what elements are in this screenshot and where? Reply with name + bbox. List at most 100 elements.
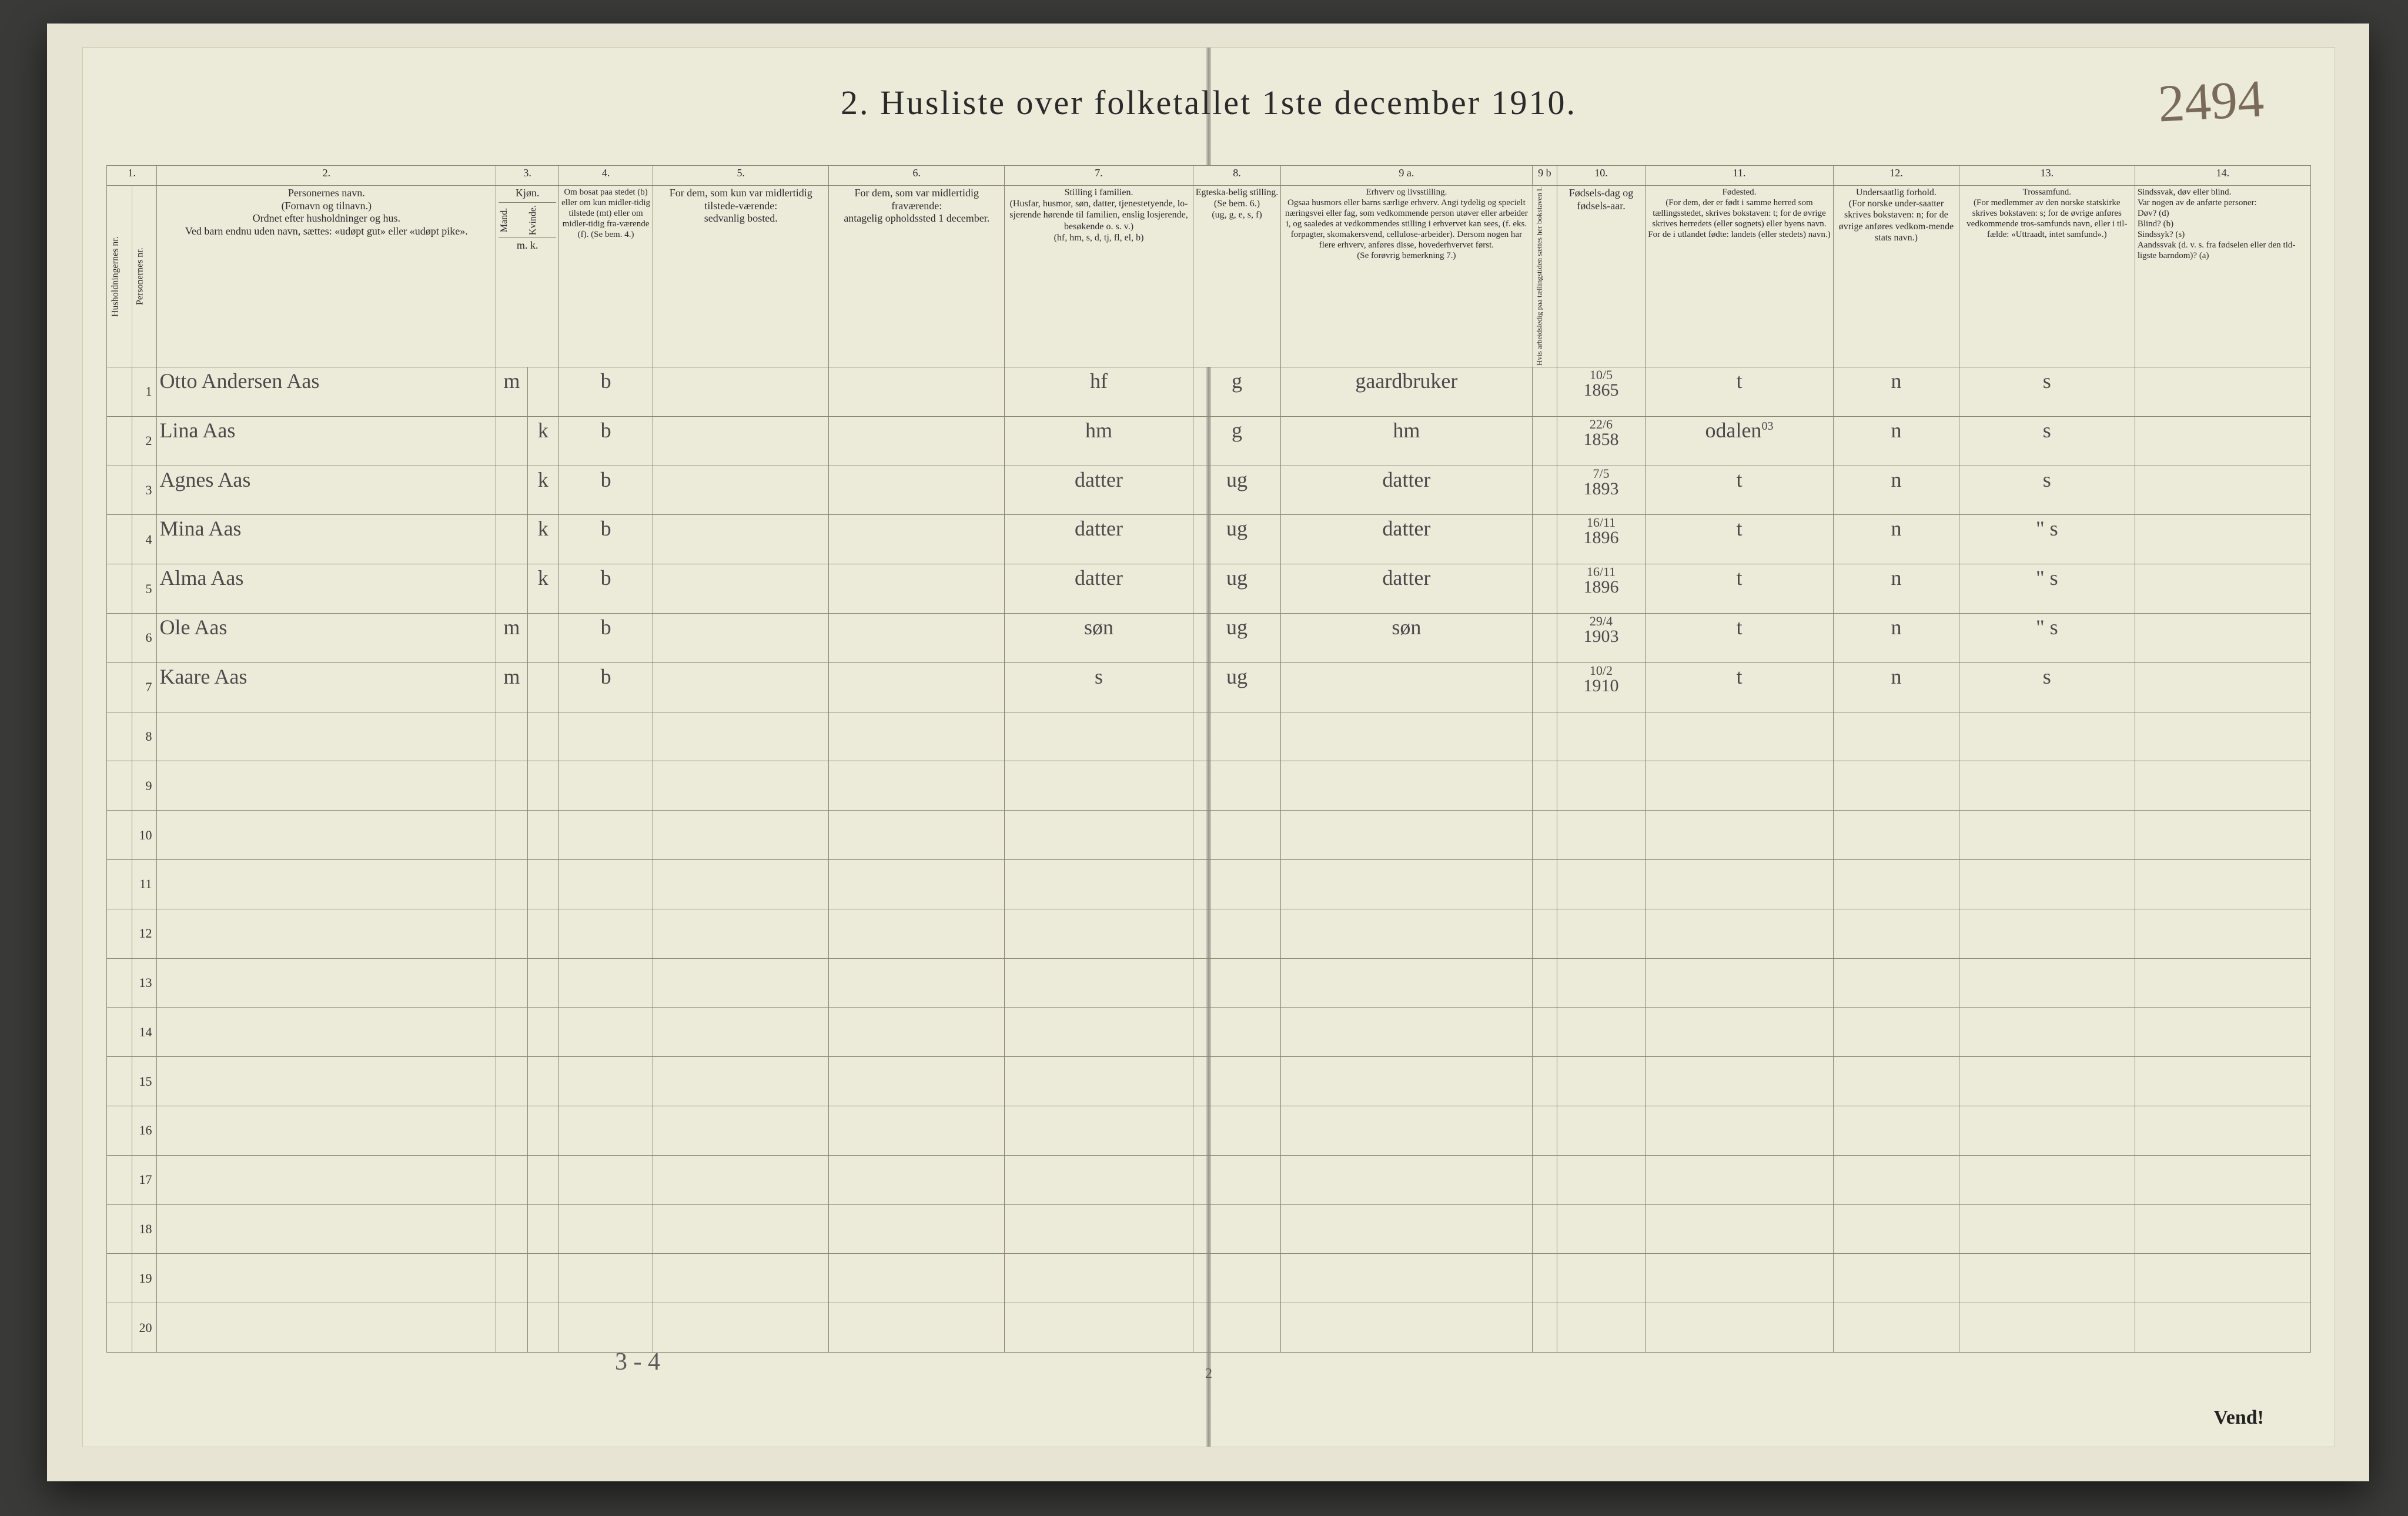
cell-empty — [1834, 1106, 1959, 1155]
cell-empty — [829, 761, 1005, 811]
census-table-wrap: 1. 2. 3. 4. 5. 6. 7. 8. 9 a. 9 b 10. 11.… — [106, 165, 2311, 1353]
cell-occupation: hm — [1281, 416, 1532, 466]
cell-empty — [558, 761, 653, 811]
cell-family-pos: s — [1005, 662, 1193, 712]
cell-temp-present — [653, 367, 829, 417]
cell-empty — [1834, 909, 1959, 958]
cell-disability — [2135, 515, 2310, 564]
table-row: 6Ole Aasmbsønugsøn29/41903tn" s — [107, 614, 2311, 663]
cell-empty — [1645, 909, 1833, 958]
cell-empty — [1959, 712, 2135, 761]
cell-empty — [1645, 1204, 1833, 1254]
cell-empty — [1281, 1303, 1532, 1353]
colnum-13: 13. — [1959, 166, 2135, 186]
cell-empty — [653, 1008, 829, 1057]
cell-occupation: søn — [1281, 614, 1532, 663]
cell-empty — [1005, 859, 1193, 909]
cell-empty — [1005, 958, 1193, 1008]
book-spread: 2. Husliste over folketallet 1ste decemb… — [47, 24, 2369, 1481]
table-row: 11 — [107, 859, 2311, 909]
cell-empty — [527, 1057, 558, 1106]
cell-family-pos: hf — [1005, 367, 1193, 417]
cell-person-no: 17 — [132, 1155, 157, 1204]
cell-empty — [558, 909, 653, 958]
cell-empty — [157, 1303, 496, 1353]
table-row: 16 — [107, 1106, 2311, 1155]
cell-birthdate: 16/111896 — [1557, 515, 1646, 564]
cell-name: Mina Aas — [157, 515, 496, 564]
cell-empty — [496, 811, 527, 860]
cell-empty — [829, 1057, 1005, 1106]
cell-empty — [829, 909, 1005, 958]
cell-name: Agnes Aas — [157, 466, 496, 515]
table-row: 13 — [107, 958, 2311, 1008]
cell-household-no — [107, 515, 132, 564]
cell-empty — [1193, 1155, 1281, 1204]
cell-empty — [2135, 1106, 2310, 1155]
cell-empty — [1193, 1008, 1281, 1057]
cell-empty — [829, 1204, 1005, 1254]
cell-empty — [1281, 712, 1532, 761]
cell-marital: g — [1193, 367, 1281, 417]
cell-empty — [496, 1106, 527, 1155]
cell-household-no — [107, 909, 132, 958]
cell-person-no: 10 — [132, 811, 157, 860]
cell-empty — [558, 1057, 653, 1106]
page-title: 2. Husliste over folketallet 1ste decemb… — [841, 83, 1577, 122]
cell-sex-m — [496, 564, 527, 614]
cell-empty — [527, 958, 558, 1008]
cell-empty — [496, 1254, 527, 1303]
cell-nationality: n — [1834, 466, 1959, 515]
cell-empty — [653, 1155, 829, 1204]
cell-family-pos: datter — [1005, 564, 1193, 614]
cell-empty — [1005, 1254, 1193, 1303]
cell-nationality: n — [1834, 614, 1959, 663]
cell-empty — [1193, 958, 1281, 1008]
hdr-marital: Egteska-belig stilling. (Se bem. 6.) (ug… — [1193, 186, 1281, 367]
cell-sex-m — [496, 416, 527, 466]
cell-empty — [1834, 1303, 1959, 1353]
cell-empty — [1005, 761, 1193, 811]
cell-temp-absent — [829, 662, 1005, 712]
cell-household-no — [107, 564, 132, 614]
cell-empty — [2135, 761, 2310, 811]
cell-marital: ug — [1193, 662, 1281, 712]
cell-name: Alma Aas — [157, 564, 496, 614]
hdr-sex-title: Kjøn. — [499, 187, 556, 203]
cell-empty — [1959, 859, 2135, 909]
cell-marital: ug — [1193, 466, 1281, 515]
cell-sex-k: k — [527, 564, 558, 614]
table-row: 5Alma Aaskbdatterugdatter16/111896tn" s — [107, 564, 2311, 614]
hdr-disability: Sindssvak, døv eller blind. Var nogen av… — [2135, 186, 2310, 367]
cell-temp-absent — [829, 367, 1005, 417]
cell-empty — [2135, 909, 2310, 958]
cell-empty — [1532, 1254, 1557, 1303]
hdr-household-no: Husholdningernes nr. — [107, 186, 132, 367]
cell-empty — [1557, 1008, 1646, 1057]
cell-empty — [1557, 1057, 1646, 1106]
cell-empty — [653, 958, 829, 1008]
cell-temp-present — [653, 614, 829, 663]
cell-household-no — [107, 614, 132, 663]
cell-empty — [2135, 811, 2310, 860]
cell-empty — [1193, 909, 1281, 958]
cell-empty — [527, 859, 558, 909]
cell-empty — [1834, 712, 1959, 761]
cell-empty — [829, 1008, 1005, 1057]
hdr-religion: Trossamfund. (For medlemmer av den norsk… — [1959, 186, 2135, 367]
cell-unemployed — [1532, 515, 1557, 564]
cell-unemployed — [1532, 662, 1557, 712]
hdr-temp-absent: For dem, som var midlertidig fraværende:… — [829, 186, 1005, 367]
cell-empty — [1281, 1008, 1532, 1057]
hdr-residence: Om bosat paa stedet (b) eller om kun mid… — [558, 186, 653, 367]
table-row: 4Mina Aaskbdatterugdatter16/111896tn" s — [107, 515, 2311, 564]
cell-nationality: n — [1834, 564, 1959, 614]
cell-sex-k — [527, 614, 558, 663]
cell-empty — [496, 761, 527, 811]
cell-empty — [157, 1057, 496, 1106]
cell-household-no — [107, 811, 132, 860]
cell-disability — [2135, 564, 2310, 614]
cell-empty — [1005, 1106, 1193, 1155]
cell-empty — [558, 1254, 653, 1303]
cell-empty — [1281, 1204, 1532, 1254]
